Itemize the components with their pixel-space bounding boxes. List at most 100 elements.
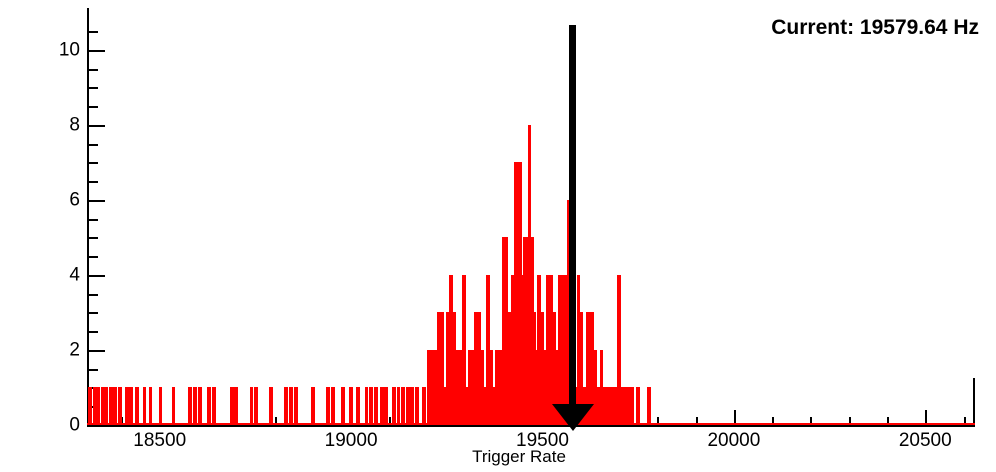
x-axis-major-tick [733,410,736,425]
histogram-bin [405,387,410,425]
histogram-bin [588,349,592,425]
histogram-bin [467,349,472,425]
histogram-bin [545,274,550,425]
y-axis-tick-label: 4 [69,264,80,286]
histogram-bin [529,237,534,425]
histogram-bin [585,312,590,425]
histogram-bin [294,387,298,425]
histogram-bin [579,312,584,425]
histogram-bin [142,387,147,425]
histogram-bin [486,274,491,425]
y-axis-major-tick [89,199,105,202]
x-axis-tick-label: 19000 [324,430,378,451]
y-axis-minor-tick [89,162,98,165]
histogram-bin [113,387,118,425]
histogram-bin [108,387,113,425]
y-axis-major-tick [89,124,105,127]
y-axis-major-tick [89,274,105,277]
y-axis-tick-label: 8 [69,114,80,136]
y-axis-major-tick [89,349,105,352]
histogram-bin [532,312,536,425]
x-axis-minor-tick [389,417,392,425]
x-axis-minor-tick [695,417,698,425]
histogram-bin [410,387,415,425]
histogram-bin [480,349,484,425]
histogram-bin [198,387,203,425]
y-axis-minor-tick [89,87,98,90]
histogram-bin [88,387,92,425]
histogram-bin [470,349,475,425]
histogram-bin [268,387,273,425]
histogram-bin [124,387,129,425]
histogram-bin [558,274,562,425]
histogram-bin [548,274,553,425]
histogram-bin [129,387,134,425]
histogram-bin [431,349,435,425]
histogram-bin [443,387,448,425]
histogram-bin [534,349,539,425]
y-axis-minor-tick [89,31,98,33]
histogram-bin [446,312,451,425]
histogram-bin [326,387,331,425]
histogram-bin [564,274,569,425]
histogram-bin [396,387,401,425]
histogram-bin [510,274,515,425]
y-axis-minor-tick [89,143,98,146]
y-axis-minor-tick [89,293,98,296]
histogram-bin [525,237,530,425]
histogram-bin [458,349,463,425]
y-axis-major-tick [89,425,105,427]
histogram-bin [234,387,239,425]
y-axis-minor-tick [89,368,98,371]
histogram-bin [492,387,497,425]
x-axis-minor-tick [274,417,277,425]
x-axis-minor-tick [121,417,124,425]
histogram-bin [576,274,581,425]
histogram-bin [516,237,520,425]
histogram-bin [310,387,315,425]
histogram-bin [513,162,518,425]
histogram-bin [384,387,389,425]
histogram-bin [620,387,624,425]
histogram-bin [249,387,254,425]
histogram-bin [449,274,454,425]
histogram-bin [599,349,604,425]
histogram-bin [489,349,494,425]
histogram-bins [87,8,975,427]
y-axis-minor-tick [89,106,98,109]
y-axis-spine [87,8,89,427]
y-axis-tick-label: 10 [58,39,80,61]
histogram-bin [518,162,523,425]
histogram-bin [539,312,544,425]
x-axis-major-tick [925,410,928,425]
histogram-bin [434,349,438,425]
histogram-bin [501,237,506,425]
histogram-bin [364,387,369,425]
histogram-bin [349,387,353,425]
x-axis-tick-label: 19500 [516,430,569,451]
histogram-bin [212,387,216,425]
histogram-bin [495,349,500,425]
histogram-bin [229,387,234,425]
histogram-bin [477,312,481,425]
histogram-bin [605,387,610,425]
histogram-bin [602,387,607,425]
histogram-bin [626,387,631,425]
histogram-bin [636,387,641,425]
histogram-bin [623,387,628,425]
histogram-bin [392,387,396,425]
x-axis-minor-tick [848,417,851,425]
histogram-bin [608,387,613,425]
histogram-bin [646,387,651,425]
y-axis-minor-tick [89,181,98,184]
histogram-bin [118,387,122,425]
histogram-bin [614,387,619,425]
histogram-bin [96,387,101,425]
x-axis-tick-label: 20000 [707,430,761,451]
x-axis-tick-label: 20500 [898,430,952,451]
current-rate-readout: Current: 19579.64 Hz [771,16,979,39]
histogram-bin [158,387,163,425]
y-axis-minor-tick [89,331,98,334]
histogram-bin [92,387,97,425]
histogram-bin [134,387,139,425]
